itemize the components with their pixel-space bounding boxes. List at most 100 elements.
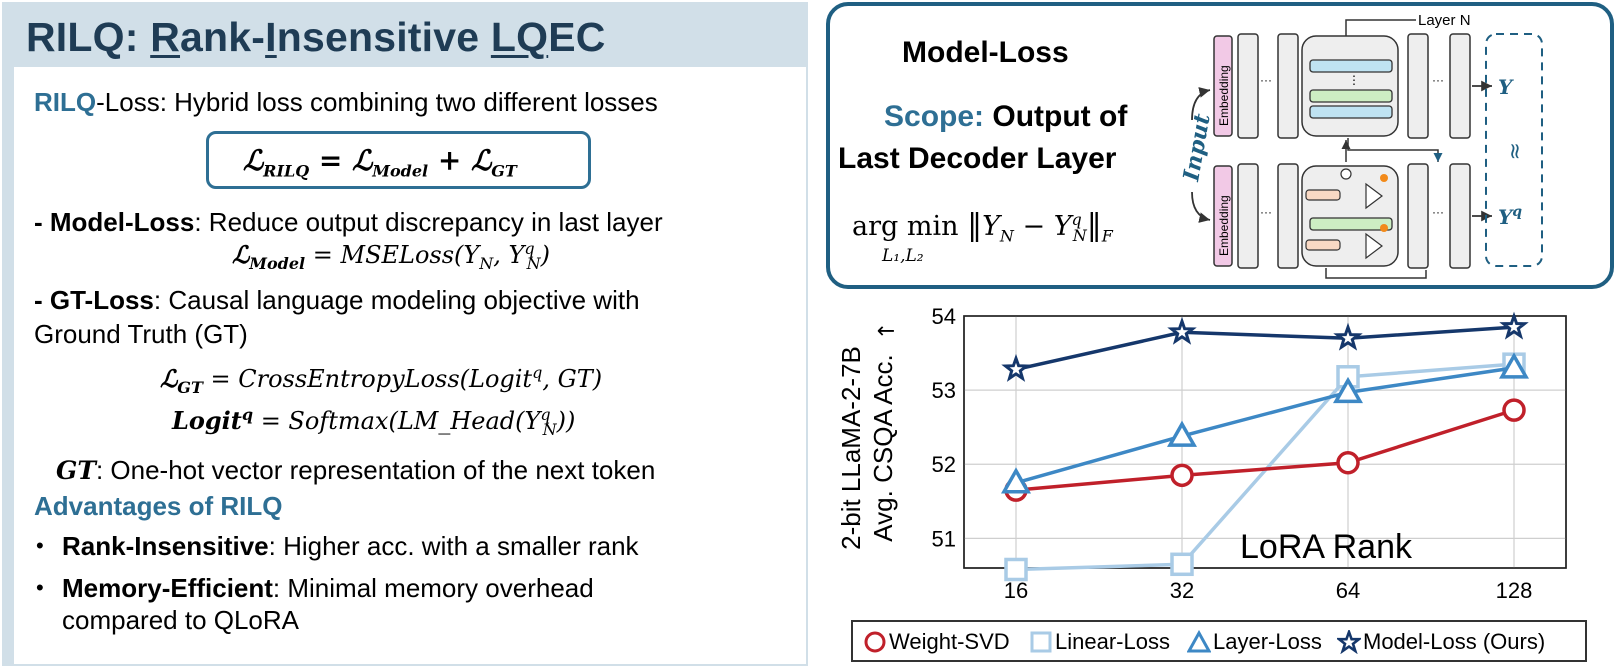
diagram-title: Model-Loss: [902, 36, 1069, 69]
embedding-label-bottom: Embedding: [1217, 195, 1231, 256]
x-axis-labels: 16 32 64 128: [1004, 578, 1533, 603]
point-model-loss: [1001, 353, 1031, 382]
series-line-circle: [1015, 408, 1515, 492]
gt-loss-desc2: Ground Truth (GT): [34, 319, 248, 349]
model-eq-sub-n: N: [479, 253, 494, 273]
legend-model-loss: Model-Loss (Ours): [1363, 629, 1546, 654]
output-y-label: Y: [1498, 75, 1514, 99]
embedding-label-top: Embedding: [1217, 65, 1231, 126]
eq-equals: =: [309, 144, 353, 177]
legend-linear-loss: Linear-Loss: [1055, 629, 1170, 654]
x-tick-label: 32: [1170, 578, 1194, 603]
norm-sub-f: F: [1101, 226, 1113, 246]
y-axis-labels: 51 52 53 54: [932, 304, 956, 551]
y-tick-label: 51: [932, 526, 956, 551]
eq-t1: ℒ: [352, 144, 373, 177]
legend-marker-layer-loss: [1187, 630, 1211, 653]
point-linear-loss: [1170, 552, 1194, 577]
logit-eq-rhs: = Softmax(LM_Head(Y: [253, 407, 541, 435]
point-linear-loss: [1004, 557, 1028, 582]
model-loss-line: - Model-Loss: Reduce output discrepancy …: [34, 207, 663, 238]
sublayer-top-2: [1309, 89, 1393, 103]
adv2-desc: : Minimal memory overhead: [272, 573, 594, 603]
decoder-layer-bottom-3: [1407, 163, 1429, 269]
main-equation-box: ℒRILQ = ℒModel + ℒGT: [206, 131, 591, 189]
argmin-subscript: L₁,L₂: [882, 246, 924, 266]
model-eq-close: ): [540, 241, 550, 269]
layer-n-label: Layer N: [1418, 12, 1471, 29]
legend-marker-linear-loss: [1030, 631, 1052, 653]
decoder-layer-top-2: [1277, 33, 1299, 139]
y-axis-label-line1: 2-bit LLaMA-2-7B: [836, 346, 866, 550]
point-layer-loss: [1498, 352, 1530, 379]
title-i: I: [265, 14, 277, 60]
scope-line: Scope: Output of: [884, 100, 1127, 134]
eq-lhs-sub: RILQ: [263, 161, 310, 181]
bullet-1: •: [36, 533, 44, 558]
point-layer-loss: [1000, 467, 1032, 494]
eq-t1-sub: Model: [372, 161, 429, 181]
point-weight-svd: [1170, 463, 1194, 488]
norm-y: Y: [982, 211, 1000, 242]
decoder-layer-bottom-1: [1237, 163, 1259, 269]
point-layer-loss: [1332, 376, 1364, 404]
legend-marker-weight-svd: [864, 631, 886, 653]
lora-hourglass-2: [1365, 232, 1383, 260]
rilq-loss-desc: -Loss: Hybrid loss combining two differe…: [96, 87, 658, 117]
model-equation: ℒModel = MSELoss(YN, YqN): [232, 239, 550, 273]
rilq-loss-line: RILQ-Loss: Hybrid loss combining two dif…: [34, 87, 658, 118]
norm-sub-n: N: [999, 226, 1014, 246]
adv2-desc2: compared to QLoRA: [62, 605, 300, 635]
left-content: RILQ -Loss: Hybrid loss combining two dif…: [14, 67, 806, 664]
left-panel: RILQ: Rank-Insensitive LQEC RILQ-Loss: H…: [2, 2, 808, 666]
panel-title: RILQ: Rank-Insensitive LQEC: [26, 14, 606, 61]
output-yq-label: Yq: [1498, 204, 1522, 229]
argmin-expression: arg min ‖YN − YqN‖F: [852, 208, 1113, 246]
gt-eq-end: , GT): [542, 365, 603, 393]
advantages-title: Advantages of RILQ: [34, 491, 283, 521]
lora-adapter-1: [1305, 189, 1341, 201]
series-line-triangle: [1015, 366, 1515, 485]
gt-eq-rhs: = CrossEntropyLoss(Logit: [202, 365, 533, 393]
y-axis-label-line2: Avg. CSQA Acc.: [868, 354, 898, 541]
chart-legend: Weight-SVD Linear-Loss Layer-Loss Model-…: [851, 620, 1587, 662]
norm-sup-q: q: [1071, 210, 1082, 229]
y-tick-label: 52: [932, 452, 956, 477]
title-rilq: RILQ: [26, 14, 125, 60]
logit-eq-lhs: Logit: [172, 406, 242, 435]
eq-t2: ℒ: [471, 144, 492, 177]
model-eq-sub-n2: N: [526, 253, 541, 273]
legend-weight-svd: Weight-SVD: [889, 629, 1010, 654]
dots-bottom-1: ···: [1260, 205, 1272, 219]
gt-eq-lhs-sub: GT: [177, 377, 203, 397]
norm-sub-n2: N: [1072, 226, 1087, 246]
line-chart: 51 52 53 54 16 32 64 128 2-bit LLaMA-2-7B Avg.…: [836, 304, 1567, 603]
point-weight-svd: [1336, 451, 1360, 475]
argmin: arg min: [852, 211, 959, 242]
point-model-loss: [1333, 322, 1363, 351]
model-eq-lhs: ℒ: [232, 240, 250, 269]
gt-definition: GT: One-hot vector representation of the…: [56, 455, 655, 486]
point-layer-loss: [1166, 420, 1198, 447]
logit-eq-sup-q2: q: [540, 405, 551, 424]
title-lq: LQ: [490, 14, 549, 60]
x-tick-label: 128: [1496, 578, 1533, 603]
x-axis-label: LoRA Rank: [1240, 528, 1413, 566]
advantage-2: Memory-Efficient: Minimal memory overhea…: [62, 573, 594, 604]
eq-plus: +: [428, 144, 472, 177]
model-eq-comma: , Y: [493, 241, 525, 269]
eq-lhs: ℒ: [243, 144, 264, 177]
title-ec: EC: [548, 14, 606, 60]
gt-loss-line: - GT-Loss: Causal language modeling obje…: [34, 285, 640, 316]
sublayer-top-3: [1309, 105, 1393, 119]
decoder-layer-top-3: [1407, 33, 1429, 139]
adv2-title: Memory-Efficient: [62, 573, 273, 603]
connector-down: [1347, 138, 1443, 162]
decoder-layer-top-1: [1237, 33, 1259, 139]
title-colon: :: [124, 14, 151, 60]
input-arrow-top: [1191, 87, 1211, 121]
gt-eq-lhs: ℒ: [160, 364, 178, 393]
gt-loss-title: - GT-Loss: [34, 285, 154, 315]
point-weight-svd: [1502, 398, 1526, 422]
series-layer: [1000, 311, 1530, 582]
